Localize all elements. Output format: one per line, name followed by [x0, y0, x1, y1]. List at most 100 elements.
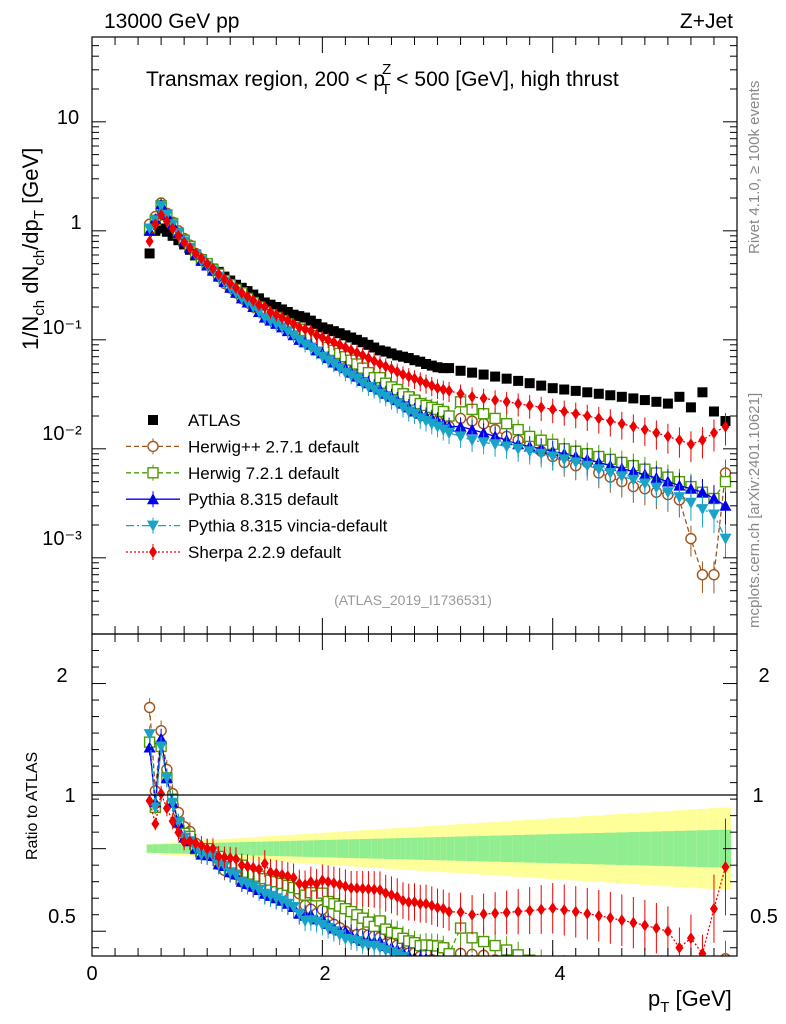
ratio-point — [663, 925, 672, 938]
data-point — [583, 410, 592, 423]
data-point — [155, 200, 168, 212]
data-point — [270, 318, 283, 330]
data-point — [203, 257, 212, 270]
ratio-point — [237, 859, 246, 872]
ratio-point — [272, 867, 281, 880]
data-point — [422, 377, 431, 390]
ratio-point — [570, 967, 582, 978]
data-point — [197, 252, 206, 265]
band-inner-segment — [673, 830, 686, 867]
data-point — [675, 434, 684, 447]
band-inner-segment — [477, 835, 490, 862]
ratio-point — [185, 835, 194, 848]
ratio-point — [443, 948, 455, 956]
axis-ticks — [91, 36, 737, 956]
ratio-point — [466, 932, 478, 944]
x-tick-label-4: 4 — [554, 963, 565, 985]
data-point — [254, 293, 265, 304]
data-point — [293, 334, 306, 346]
ratio-point — [157, 787, 166, 800]
data-point — [271, 302, 282, 313]
data-point — [425, 418, 438, 430]
data-point — [352, 346, 361, 359]
mcplots-label: mcplots.cern.ch [arXiv:2401.10621] — [746, 393, 763, 628]
data-point — [571, 407, 580, 420]
ratio-point — [627, 979, 639, 990]
data-point — [650, 482, 663, 494]
plot-title: Transmax region, 200 < pZ T < 500 [GeV], … — [146, 61, 619, 98]
data-point — [416, 374, 425, 387]
data-point — [444, 363, 455, 374]
band-inner-segment — [662, 831, 674, 867]
ratio-point — [604, 977, 616, 988]
ratio-point — [443, 967, 455, 978]
ratio-point — [523, 954, 536, 956]
ratio-point — [229, 869, 242, 881]
ratio-point — [151, 817, 160, 830]
data-point — [513, 375, 524, 386]
rivet-label: Rivet 4.1.0, ≥ 100k events — [746, 81, 763, 254]
data-point — [368, 384, 381, 396]
data-point — [288, 309, 299, 320]
data-point — [708, 406, 719, 417]
ratio-point — [489, 969, 501, 980]
ratio-point — [535, 955, 547, 956]
data-point — [536, 380, 547, 391]
ratio-point — [433, 901, 442, 914]
data-point — [180, 236, 189, 249]
data-point — [329, 336, 338, 349]
ratio-point — [437, 964, 449, 975]
data-point — [582, 387, 593, 398]
ratio-point — [606, 911, 615, 924]
ratio-point — [466, 958, 478, 969]
data-point — [404, 370, 413, 383]
data-point — [707, 492, 720, 504]
ratio-tick-label-0p5: 0.5 — [48, 906, 76, 928]
ratio-point — [143, 741, 156, 753]
ratio-point — [327, 926, 340, 938]
data-point — [276, 322, 289, 334]
data-point — [673, 492, 686, 504]
data-point — [662, 398, 673, 409]
ratio-point — [352, 882, 361, 895]
data-point — [328, 326, 339, 337]
ratio-point — [341, 880, 350, 893]
data-point — [421, 358, 432, 369]
ratio-tick-label-0p5-right: 0.5 — [750, 906, 778, 928]
ratio-point — [426, 960, 438, 971]
data-point — [696, 486, 709, 498]
data-point — [397, 351, 408, 362]
data-point — [439, 383, 448, 396]
data-point — [396, 402, 409, 414]
band-inner-segment — [377, 838, 383, 859]
legend-marker — [147, 520, 159, 532]
ratio-point — [432, 962, 444, 973]
data-point — [403, 353, 414, 364]
data-point — [386, 348, 397, 359]
ratio-point — [266, 866, 275, 879]
data-point — [592, 464, 605, 476]
data-point — [191, 247, 200, 260]
legend-marker — [147, 440, 159, 453]
data-point — [375, 357, 384, 370]
data-point — [674, 391, 685, 402]
data-point — [415, 356, 426, 367]
legend-item-vincia: Pythia 8.315 vincia-default — [126, 517, 388, 536]
ratio-point — [281, 898, 294, 910]
legend-marker — [149, 546, 157, 558]
data-point — [478, 369, 489, 380]
ratio-point — [583, 907, 592, 920]
ratio-point — [283, 870, 292, 883]
ratio-point — [594, 978, 604, 988]
data-point — [282, 306, 293, 317]
legend-item-herwig7: Herwig 7.2.1 default — [126, 464, 339, 483]
ratio-point — [594, 965, 604, 975]
data-point — [570, 385, 581, 396]
energy-label: 13000 GeV pp — [104, 10, 239, 33]
ratio-point — [149, 802, 162, 814]
ratio-point — [143, 701, 156, 714]
ratio-point — [535, 970, 547, 981]
band-inner-segment — [616, 832, 628, 865]
data-point — [443, 427, 456, 439]
data-point — [237, 286, 246, 299]
